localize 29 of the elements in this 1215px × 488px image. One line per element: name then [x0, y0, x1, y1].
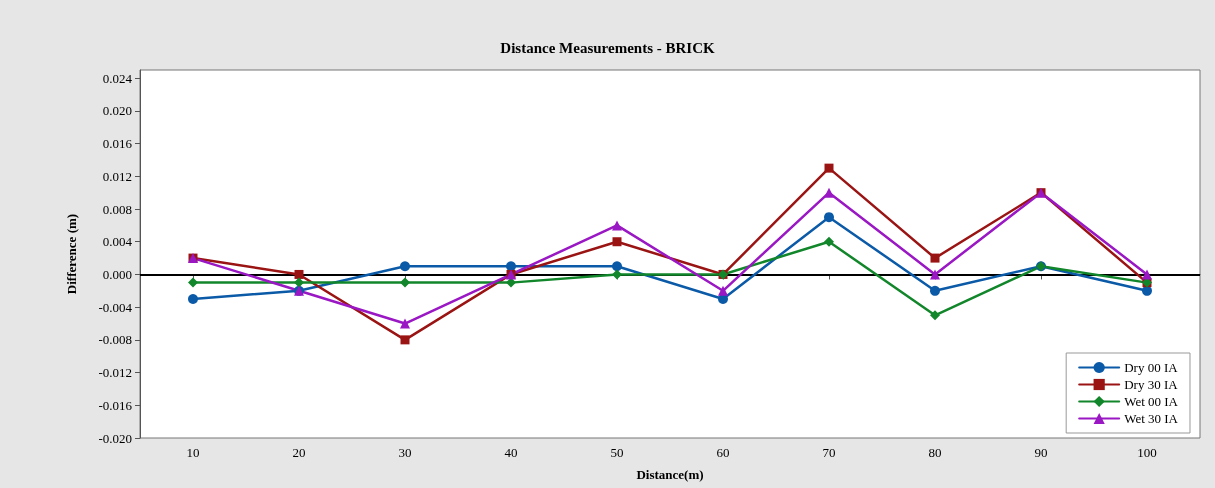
x-tick-label: 70 [822, 445, 836, 460]
legend-label: Wet 30 IA [1124, 411, 1179, 426]
y-tick-label: -0.012 [98, 365, 132, 381]
x-tick-label: 30 [398, 445, 412, 460]
x-tick-label: 100 [1137, 445, 1157, 460]
y-tick-label: 0.016 [102, 136, 133, 152]
legend-label: Dry 00 IA [1124, 360, 1179, 375]
legend-label: Dry 30 IA [1124, 377, 1179, 392]
x-axis-title: Distance(m) [636, 467, 704, 482]
y-tick-label: -0.008 [98, 332, 132, 348]
y-tick-label: 0.008 [102, 201, 132, 217]
y-tick-label: 0.024 [102, 70, 133, 86]
y-axis-title: Difference (m) [64, 213, 79, 295]
y-tick-label: 0.020 [102, 103, 132, 119]
x-tick-label: 10 [186, 445, 200, 460]
chart-title: Distance Measurements - BRICK [500, 39, 715, 56]
y-tick-label: -0.016 [98, 397, 133, 413]
y-tick-label: -0.020 [98, 430, 132, 446]
x-tick-label: 80 [928, 445, 942, 460]
x-tick-label: 90 [1034, 445, 1048, 460]
y-tick-label: 0.012 [102, 168, 132, 184]
legend-label: Wet 00 IA [1124, 394, 1179, 409]
y-tick-label: 0.004 [102, 234, 133, 250]
x-tick-label: 40 [504, 445, 518, 460]
y-tick-label: 0.000 [102, 266, 132, 282]
y-tick-label: -0.004 [98, 299, 133, 315]
x-tick-label: 60 [716, 445, 730, 460]
x-tick-label: 20 [292, 445, 306, 460]
x-tick-label: 50 [610, 445, 624, 460]
